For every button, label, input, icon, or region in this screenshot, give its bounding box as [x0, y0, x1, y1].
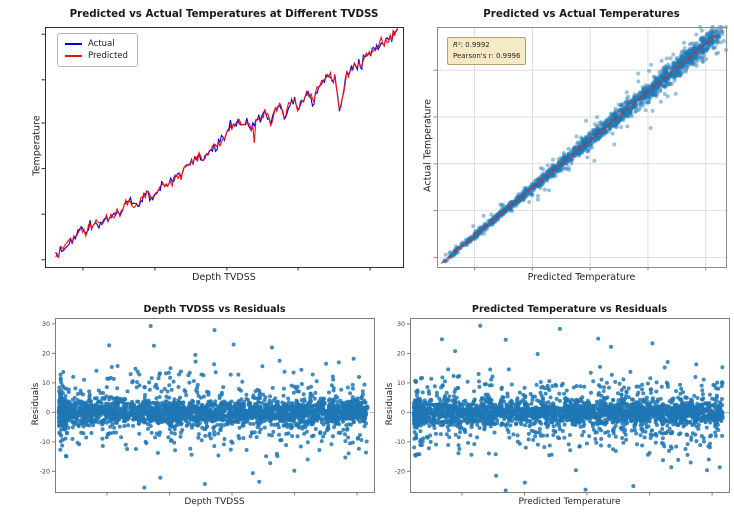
svg-text:10: 10: [42, 380, 50, 387]
x-axis-label: Depth TVDSS: [192, 272, 256, 283]
svg-text:0: 0: [46, 410, 50, 417]
x-axis-label: Depth TVDSS: [184, 497, 245, 507]
x-axis-label: Predicted Temperature: [518, 497, 621, 507]
legend: Actual Predicted: [57, 33, 138, 67]
legend-label-predicted: Predicted: [88, 51, 128, 61]
plot-frame: [45, 27, 404, 268]
legend-item-predicted: Predicted: [65, 50, 128, 62]
y-tick-marks: [433, 69, 437, 258]
chart-scatter-depth-vs-residuals: 30 20 10 0 -10 -20 Depth TVDSS vs Residuals R…: [8, 300, 378, 524]
residuals-plot: 30 20 10 0 -10 -20: [40, 318, 375, 496]
y-axis-label: Temperature: [31, 115, 43, 176]
chart-line-predicted-vs-actual: Predicted vs Actual Temperatures at Diff…: [8, 0, 414, 300]
x-axis-label: Predicted Temperature: [527, 272, 636, 283]
x-tick-marks: [474, 267, 707, 271]
legend-line-swatch-predicted: [65, 55, 82, 57]
x-tick-marks: [106, 492, 358, 496]
legend-label-actual: Actual: [88, 39, 115, 49]
y-tick-labels: 30 20 10 0 -10 -20: [40, 321, 50, 475]
y-axis-label: Residuals: [385, 382, 395, 426]
chart-scatter-predicted-vs-residuals: 30 20 10 0 -10 -20 Predicted Temperature vs R…: [378, 300, 734, 524]
chart-title: Depth TVDSS vs Residuals: [143, 304, 286, 315]
scatter-plot: [433, 25, 728, 271]
x-tick-marks: [82, 267, 371, 271]
svg-text:30: 30: [42, 321, 50, 328]
plot-frame: [437, 27, 727, 268]
y-axis-label: Actual Temperature: [422, 99, 434, 192]
chart-scatter-predicted-vs-actual: Predicted vs Actual Temperatures Actual …: [414, 0, 734, 300]
y-axis-label: Residuals: [31, 382, 41, 426]
svg-text:-20: -20: [40, 469, 50, 476]
legend-line-swatch-actual: [65, 43, 82, 45]
scatter-points: [56, 324, 370, 490]
line-chart-plot: [41, 27, 404, 271]
x-tick-marks: [461, 492, 713, 496]
plot-frame: [55, 318, 375, 493]
scatter-points: [411, 323, 725, 493]
chart-title: Predicted vs Actual Temperatures: [483, 8, 680, 20]
svg-text:-10: -10: [40, 439, 50, 446]
r-squared-value: R²: 0.9992: [453, 41, 490, 49]
chart-title: Predicted vs Actual Temperatures at Diff…: [69, 8, 379, 20]
line-predicted: [55, 28, 399, 259]
pearson-r-value: Pearson's r: 0.9996: [453, 51, 521, 60]
plot-frame: [410, 318, 730, 493]
y-tick-marks: [41, 33, 45, 261]
chart-title: Predicted Temperature vs Residuals: [471, 304, 668, 315]
stats-annotation-box: R²: 0.9992 Pearson's r: 0.9996: [447, 37, 527, 65]
svg-text:20: 20: [42, 351, 50, 358]
grid-lines: [437, 27, 726, 267]
legend-item-actual: Actual: [65, 38, 128, 50]
identity-line: [440, 33, 718, 264]
scatter-points: [442, 25, 728, 264]
